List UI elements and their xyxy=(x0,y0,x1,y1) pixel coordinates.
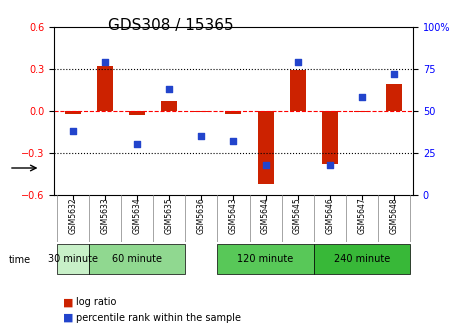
Point xyxy=(166,86,173,92)
Text: 120 minute: 120 minute xyxy=(238,254,294,264)
Point xyxy=(134,142,141,147)
Bar xyxy=(290,70,306,111)
Point xyxy=(294,59,301,65)
Point xyxy=(358,95,365,100)
Text: GSM5645: GSM5645 xyxy=(293,197,302,234)
Bar xyxy=(321,111,338,164)
Text: GDS308 / 15365: GDS308 / 15365 xyxy=(108,18,233,34)
Bar xyxy=(129,111,145,115)
Point xyxy=(70,128,77,134)
Text: percentile rank within the sample: percentile rank within the sample xyxy=(76,312,241,323)
FancyBboxPatch shape xyxy=(314,244,410,274)
Text: time: time xyxy=(9,255,31,265)
Bar xyxy=(225,111,242,114)
Point xyxy=(326,162,333,167)
Bar xyxy=(65,111,81,114)
Bar xyxy=(258,111,273,184)
Text: GSM5635: GSM5635 xyxy=(165,197,174,234)
FancyBboxPatch shape xyxy=(217,244,314,274)
Text: GSM5632: GSM5632 xyxy=(69,197,78,234)
Text: ■: ■ xyxy=(63,297,73,307)
Bar xyxy=(386,84,402,111)
Text: GSM5633: GSM5633 xyxy=(101,197,110,234)
Text: GSM5643: GSM5643 xyxy=(229,197,238,234)
Text: GSM5634: GSM5634 xyxy=(133,197,142,234)
Bar xyxy=(97,66,113,111)
Text: 240 minute: 240 minute xyxy=(334,254,390,264)
FancyBboxPatch shape xyxy=(89,244,185,274)
Text: 60 minute: 60 minute xyxy=(112,254,162,264)
Text: log ratio: log ratio xyxy=(76,297,117,307)
Text: GSM5644: GSM5644 xyxy=(261,197,270,234)
FancyBboxPatch shape xyxy=(57,244,89,274)
Point xyxy=(230,138,237,144)
Bar xyxy=(194,111,209,112)
Text: ■: ■ xyxy=(63,312,73,323)
Text: GSM5648: GSM5648 xyxy=(389,197,398,234)
Point xyxy=(262,162,269,167)
Text: GSM5636: GSM5636 xyxy=(197,197,206,234)
Point xyxy=(198,133,205,139)
Text: GSM5647: GSM5647 xyxy=(357,197,366,234)
Text: GSM5646: GSM5646 xyxy=(325,197,334,234)
Bar xyxy=(354,111,370,112)
Point xyxy=(390,71,397,77)
Text: 30 minute: 30 minute xyxy=(48,254,98,264)
Point xyxy=(101,59,109,65)
Bar xyxy=(161,101,177,111)
